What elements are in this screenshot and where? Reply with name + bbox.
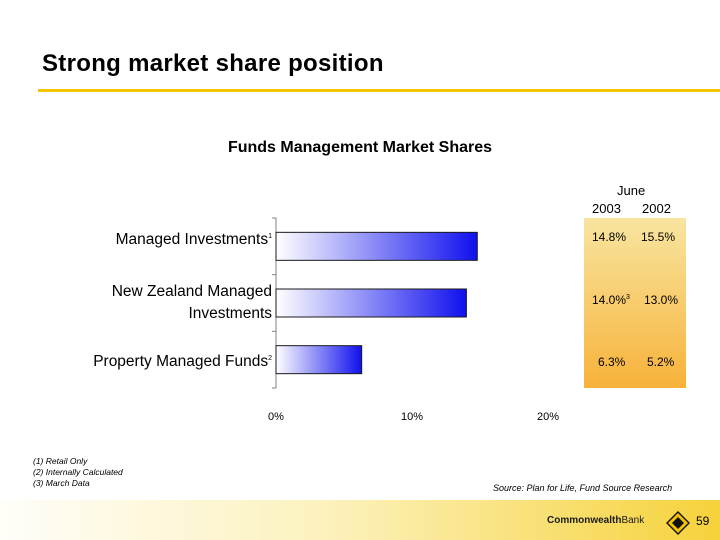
title-underline <box>38 89 720 92</box>
footnotes: (1) Retail Only (2) Internally Calculate… <box>33 456 123 489</box>
value-2002-row-2: 13.0% <box>644 293 679 307</box>
category-label-managed-investments: Managed Investments1 <box>115 231 272 248</box>
page-number: 59 <box>696 514 710 528</box>
value-2003-row-3: 6.3% <box>598 355 626 369</box>
footnote-1: (1) Retail Only <box>33 456 88 466</box>
footnote-marker: 2 <box>268 354 272 362</box>
category-label-nz-managed-investments: New Zealand Managed Investments <box>111 283 272 322</box>
chart-bars <box>275 231 478 375</box>
footnote-marker: 1 <box>268 232 272 240</box>
chart-axes <box>272 217 277 389</box>
bar-2 <box>275 288 467 318</box>
bar-3 <box>275 345 363 375</box>
bar-1 <box>275 231 478 261</box>
slide-title: Strong market share position <box>42 50 384 77</box>
value-2002-row-3: 5.2% <box>647 355 675 369</box>
x-tick-label: 0% <box>268 411 284 423</box>
bank-logo-icon <box>666 511 690 535</box>
value-2003-row-2: 14.0%3 <box>592 293 630 307</box>
brand-wordmark: CommonwealthBank <box>547 515 645 526</box>
footnote-3: (3) March Data <box>33 478 90 488</box>
category-label-property-managed-funds: Property Managed Funds2 <box>93 353 272 370</box>
x-tick-label: 20% <box>537 411 559 423</box>
value-2003-row-1: 14.8% <box>592 230 627 244</box>
source-note: Source: Plan for Life, Fund Source Resea… <box>493 483 673 493</box>
value-2002-row-1: 15.5% <box>641 230 676 244</box>
column-header-2003: 2003 <box>592 201 621 216</box>
column-header-2002: 2002 <box>642 201 671 216</box>
footer-band <box>0 500 720 540</box>
footnote-2: (2) Internally Calculated <box>33 467 123 477</box>
values-panel <box>584 218 686 388</box>
chart-tick-labels: 0% 10% 20% <box>268 411 559 423</box>
x-tick-label: 10% <box>401 411 423 423</box>
chart-title: Funds Management Market Shares <box>227 139 493 156</box>
footnote-marker: 3 <box>626 294 630 301</box>
period-group-label: June <box>617 183 646 198</box>
